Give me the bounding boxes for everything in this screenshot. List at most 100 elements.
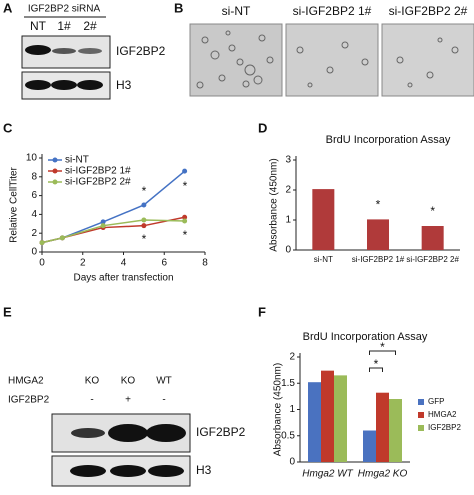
point xyxy=(182,168,188,174)
annotation: * xyxy=(183,228,188,242)
point xyxy=(141,202,147,208)
lane-label: 1# xyxy=(57,19,71,33)
legend-label: GFP xyxy=(428,397,444,406)
legend-swatch xyxy=(418,399,424,405)
x-tick-label: si-IGF2BP2 2# xyxy=(406,255,459,264)
point xyxy=(39,240,45,246)
legend-label: si-NT xyxy=(65,155,89,166)
band-label: IGF2BP2 xyxy=(196,425,246,439)
x-tick-label: Hmga2 KO xyxy=(358,469,408,480)
legend-swatch xyxy=(52,168,58,174)
bar xyxy=(363,430,376,462)
bar xyxy=(376,392,389,462)
annotation: * xyxy=(374,357,379,371)
panel-label: B xyxy=(174,0,183,15)
x-tick-label: 8 xyxy=(202,258,208,269)
y-tick-label: 10 xyxy=(26,153,38,164)
band-label: H3 xyxy=(116,78,132,92)
x-tick-label: 6 xyxy=(161,258,167,269)
legend-label: si-IGF2BP2 2# xyxy=(65,177,131,188)
y-axis-title: Relative CellTiter xyxy=(9,166,20,242)
y-tick-label: 2 xyxy=(289,352,295,363)
bar xyxy=(312,189,335,250)
lane-label: NT xyxy=(30,19,47,33)
y-axis-title: Absorbance (450nm) xyxy=(269,158,280,251)
lane-label: 2# xyxy=(83,19,97,33)
y-tick-label: 3 xyxy=(285,155,291,166)
panel-label: F xyxy=(258,304,266,319)
row-label: HMGA2 xyxy=(8,376,44,387)
y-axis-title: Absorbance (450nm) xyxy=(273,363,284,456)
legend-swatch xyxy=(418,425,424,431)
y-tick-label: 2 xyxy=(285,185,291,196)
panel-label: C xyxy=(3,120,13,135)
point xyxy=(141,217,147,223)
y-tick-label: 0 xyxy=(289,457,295,468)
y-tick-label: 1.5 xyxy=(281,378,295,389)
lane-label: - xyxy=(90,395,93,406)
bar xyxy=(421,226,444,250)
lane-label: WT xyxy=(156,376,172,387)
significance-bracket xyxy=(369,367,383,372)
x-tick-label: si-IGF2BP2 1# xyxy=(352,255,405,264)
point xyxy=(182,218,188,224)
bar xyxy=(367,219,389,250)
y-tick-label: 6 xyxy=(31,190,37,201)
bar xyxy=(389,399,402,462)
point xyxy=(59,235,65,241)
x-axis-title: Days after transfection xyxy=(73,273,173,284)
lane-label: + xyxy=(125,395,131,406)
bar xyxy=(308,382,321,462)
legend-swatch xyxy=(52,157,58,163)
lane-label: KO xyxy=(121,376,136,387)
legend-label: si-IGF2BP2 1# xyxy=(65,166,131,177)
bar xyxy=(334,375,347,462)
x-tick-label: 2 xyxy=(80,258,86,269)
x-tick-label: Hmga2 WT xyxy=(302,469,353,480)
y-tick-label: 8 xyxy=(31,171,37,182)
band-label: IGF2BP2 xyxy=(116,44,166,58)
bar xyxy=(321,370,334,462)
annotation: * xyxy=(183,179,188,193)
point xyxy=(100,219,106,225)
image-label: si-IGF2BP2 2# xyxy=(389,4,468,18)
band-label: H3 xyxy=(196,463,212,477)
y-tick-label: 0.5 xyxy=(281,430,295,441)
annotation: * xyxy=(380,340,385,354)
annotation: * xyxy=(142,232,147,246)
significance-bracket xyxy=(369,350,396,355)
point xyxy=(182,214,188,220)
blot xyxy=(21,35,111,100)
annotation: * xyxy=(376,198,381,212)
legend-label: IGF2BP2 xyxy=(428,423,461,432)
y-tick-label: 0 xyxy=(31,247,37,258)
x-tick-label: si-NT xyxy=(314,255,333,264)
legend-swatch xyxy=(418,412,424,418)
lane-label: KO xyxy=(85,376,100,387)
blot xyxy=(51,413,191,487)
chart-title: BrdU Incorporation Assay xyxy=(326,134,451,146)
chart-title: BrdU Incorporation Assay xyxy=(303,331,428,343)
x-tick-label: 4 xyxy=(121,258,127,269)
y-tick-label: 0 xyxy=(285,245,291,256)
panel-label: D xyxy=(258,120,267,135)
lane-label: - xyxy=(162,395,165,406)
y-tick-label: 1 xyxy=(289,404,295,415)
point xyxy=(100,223,106,229)
micrograph xyxy=(189,23,474,97)
image-label: si-IGF2BP2 1# xyxy=(293,4,372,18)
x-tick-label: 0 xyxy=(39,258,45,269)
legend-swatch xyxy=(52,179,58,185)
row-label: IGF2BP2 xyxy=(8,395,50,406)
panel-label: A xyxy=(3,0,13,15)
annotation: * xyxy=(142,184,147,198)
panel-label: E xyxy=(3,304,12,319)
legend-label: HMGA2 xyxy=(428,410,457,419)
annotation: * xyxy=(430,204,435,218)
image-label: si-NT xyxy=(222,4,251,18)
y-tick-label: 4 xyxy=(31,209,37,220)
y-tick-label: 1 xyxy=(285,215,291,226)
blot-header: IGF2BP2 siRNA xyxy=(28,4,101,15)
point xyxy=(141,223,147,229)
